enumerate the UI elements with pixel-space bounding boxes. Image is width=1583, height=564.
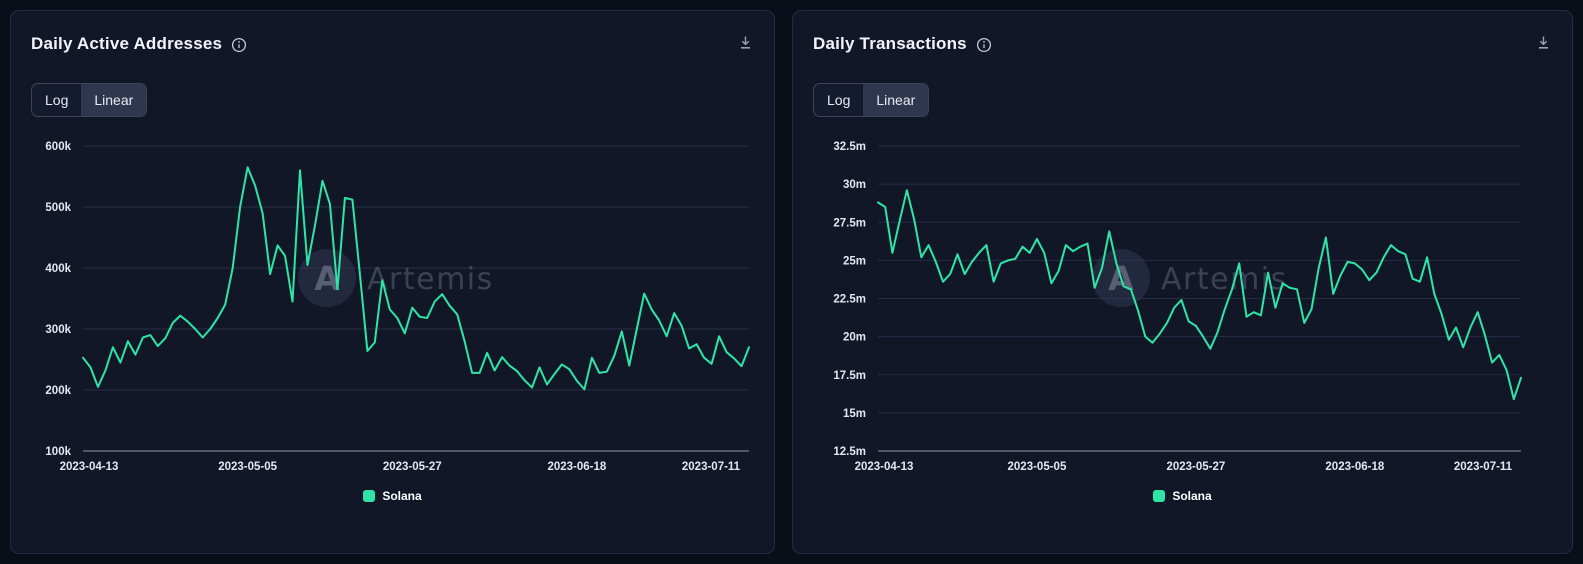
svg-text:15m: 15m [843, 408, 866, 420]
line-chart-canvas[interactable]: 32.5m 30m 27.5m 25m 22.5m 20m 17.5m 15m 12.5m 202… [813, 132, 1554, 477]
svg-text:25m: 25m [843, 255, 866, 267]
scale-toggle: Log Linear [31, 83, 148, 117]
download-button[interactable] [1535, 34, 1552, 54]
log-toggle-button[interactable]: Log [32, 84, 81, 116]
legend: Solana [813, 489, 1552, 503]
svg-text:100k: 100k [45, 446, 71, 458]
svg-text:2023-04-13: 2023-04-13 [60, 461, 119, 473]
download-icon [1535, 34, 1552, 54]
svg-text:2023-06-18: 2023-06-18 [547, 461, 606, 473]
panel-header: Daily Active Addresses [31, 31, 754, 57]
info-icon[interactable] [231, 37, 247, 53]
info-icon[interactable] [976, 37, 992, 53]
chart-title: Daily Active Addresses [31, 34, 223, 53]
svg-text:Artemis: Artemis [367, 262, 494, 297]
svg-text:2023-06-18: 2023-06-18 [1325, 461, 1384, 473]
legend-swatch-solana[interactable] [363, 490, 376, 502]
artemis-watermark: A Artemis [298, 249, 494, 307]
panel-daily-transactions: Daily Transactions Log Linear 32.5m 30m 27… [792, 10, 1573, 554]
download-icon [737, 34, 754, 54]
log-toggle-button[interactable]: Log [814, 84, 863, 116]
svg-text:2023-07-11: 2023-07-11 [682, 461, 741, 473]
legend-swatch-solana[interactable] [1153, 490, 1166, 502]
svg-text:27.5m: 27.5m [833, 217, 866, 229]
linear-toggle-button[interactable]: Linear [863, 84, 929, 116]
svg-text:30m: 30m [843, 179, 866, 191]
svg-text:17.5m: 17.5m [833, 370, 866, 382]
svg-text:500k: 500k [45, 202, 71, 214]
solana-series-line [877, 189, 1522, 401]
svg-text:2023-07-11: 2023-07-11 [1454, 461, 1513, 473]
svg-text:12.5m: 12.5m [833, 446, 866, 458]
legend-label[interactable]: Solana [1172, 489, 1212, 503]
svg-text:600k: 600k [45, 141, 71, 153]
svg-text:2023-05-27: 2023-05-27 [383, 461, 442, 473]
panel-header: Daily Transactions [813, 31, 1552, 57]
svg-text:20m: 20m [843, 332, 866, 344]
chart-title: Daily Transactions [813, 34, 967, 53]
svg-text:2023-05-27: 2023-05-27 [1166, 461, 1225, 473]
svg-text:400k: 400k [45, 263, 71, 275]
legend-label[interactable]: Solana [382, 489, 422, 503]
panel-daily-active-addresses: Daily Active Addresses Log Linear 600k 50… [10, 10, 775, 554]
svg-text:200k: 200k [45, 385, 71, 397]
line-chart-canvas[interactable]: 600k 500k 400k 300k 200k 100k 2023-04-13 2023-0… [31, 132, 756, 477]
svg-text:2023-05-05: 2023-05-05 [1008, 461, 1067, 473]
svg-text:2023-05-05: 2023-05-05 [218, 461, 277, 473]
download-button[interactable] [737, 34, 754, 54]
svg-text:2023-04-13: 2023-04-13 [855, 461, 914, 473]
solana-series-line [82, 166, 750, 391]
scale-toggle: Log Linear [813, 83, 930, 117]
linear-toggle-button[interactable]: Linear [81, 84, 147, 116]
svg-text:32.5m: 32.5m [833, 141, 866, 153]
svg-text:22.5m: 22.5m [833, 294, 866, 306]
svg-text:300k: 300k [45, 324, 71, 336]
legend: Solana [31, 489, 754, 503]
